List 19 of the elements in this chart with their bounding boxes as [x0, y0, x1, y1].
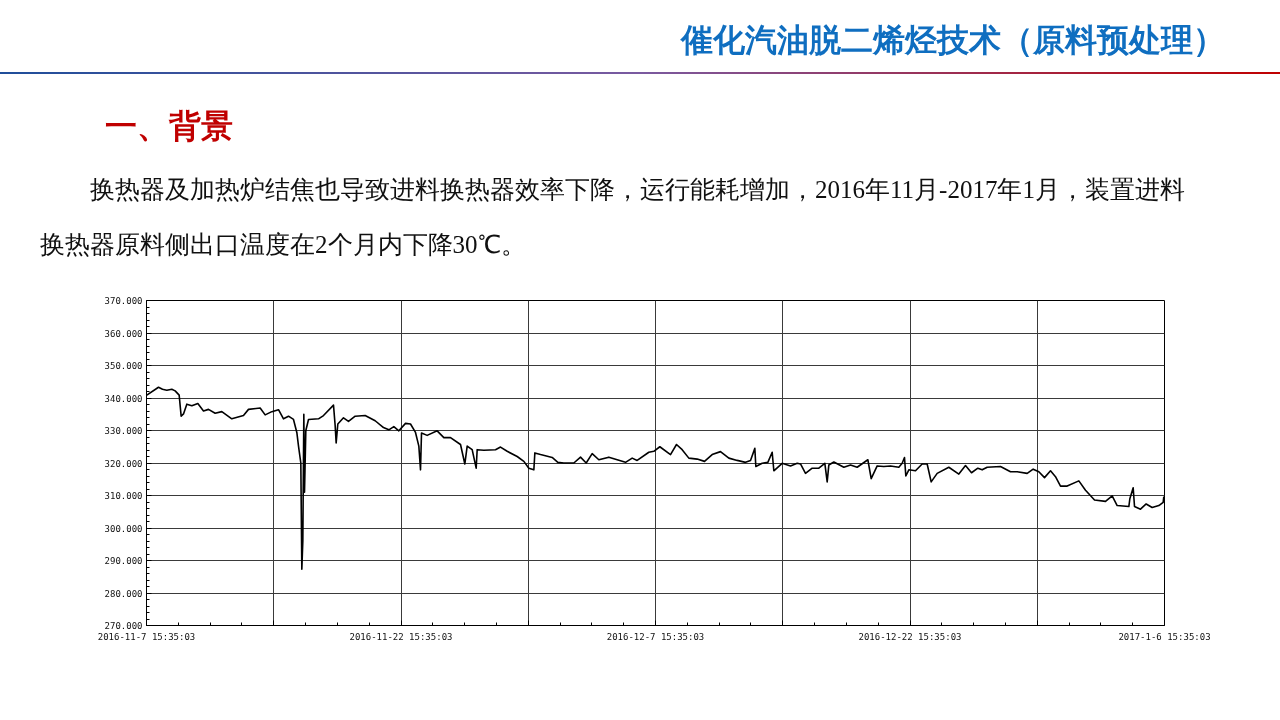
y-tick-label: 370.000: [104, 296, 143, 306]
x-tick-label: 2017-1-6 15:35:03: [1118, 631, 1211, 642]
y-tick-label: 280.000: [104, 588, 143, 599]
y-tick-label: 340.000: [104, 393, 143, 404]
x-tick-label: 2016-11-7 15:35:03: [97, 631, 196, 642]
text: 换热器及加热炉结焦也导致进料换热器效率下降，运行能耗增加，2016年11月-2017年1月，装置进料换热器原料侧出口温度在2个月内下降30℃。: [39, 175, 1186, 260]
y-tick-label: 310.000: [104, 491, 143, 501]
y-tick-label: 320.000: [104, 458, 143, 469]
x-tick-label: 2016-12-7 15:35:03: [606, 631, 705, 642]
y-tick-label: 360.000: [104, 328, 143, 339]
chart-subtitle: 一、背景: [104, 106, 233, 147]
y-tick-label: 330.000: [104, 426, 143, 436]
y-tick-label: 290.000: [104, 556, 143, 566]
y-tick-label: 300.000: [104, 523, 143, 534]
x-tick-label: 2016-11-22 15:35:03: [349, 631, 453, 642]
x-tick-label: 2016-12-22 15:35:03: [858, 631, 962, 642]
y-tick-label: 350.000: [104, 361, 143, 371]
chart-title: 催化汽油脱二烯烃技术（原料预处理）: [0, 0, 1280, 74]
y-tick-label: 270.000: [104, 621, 143, 631]
